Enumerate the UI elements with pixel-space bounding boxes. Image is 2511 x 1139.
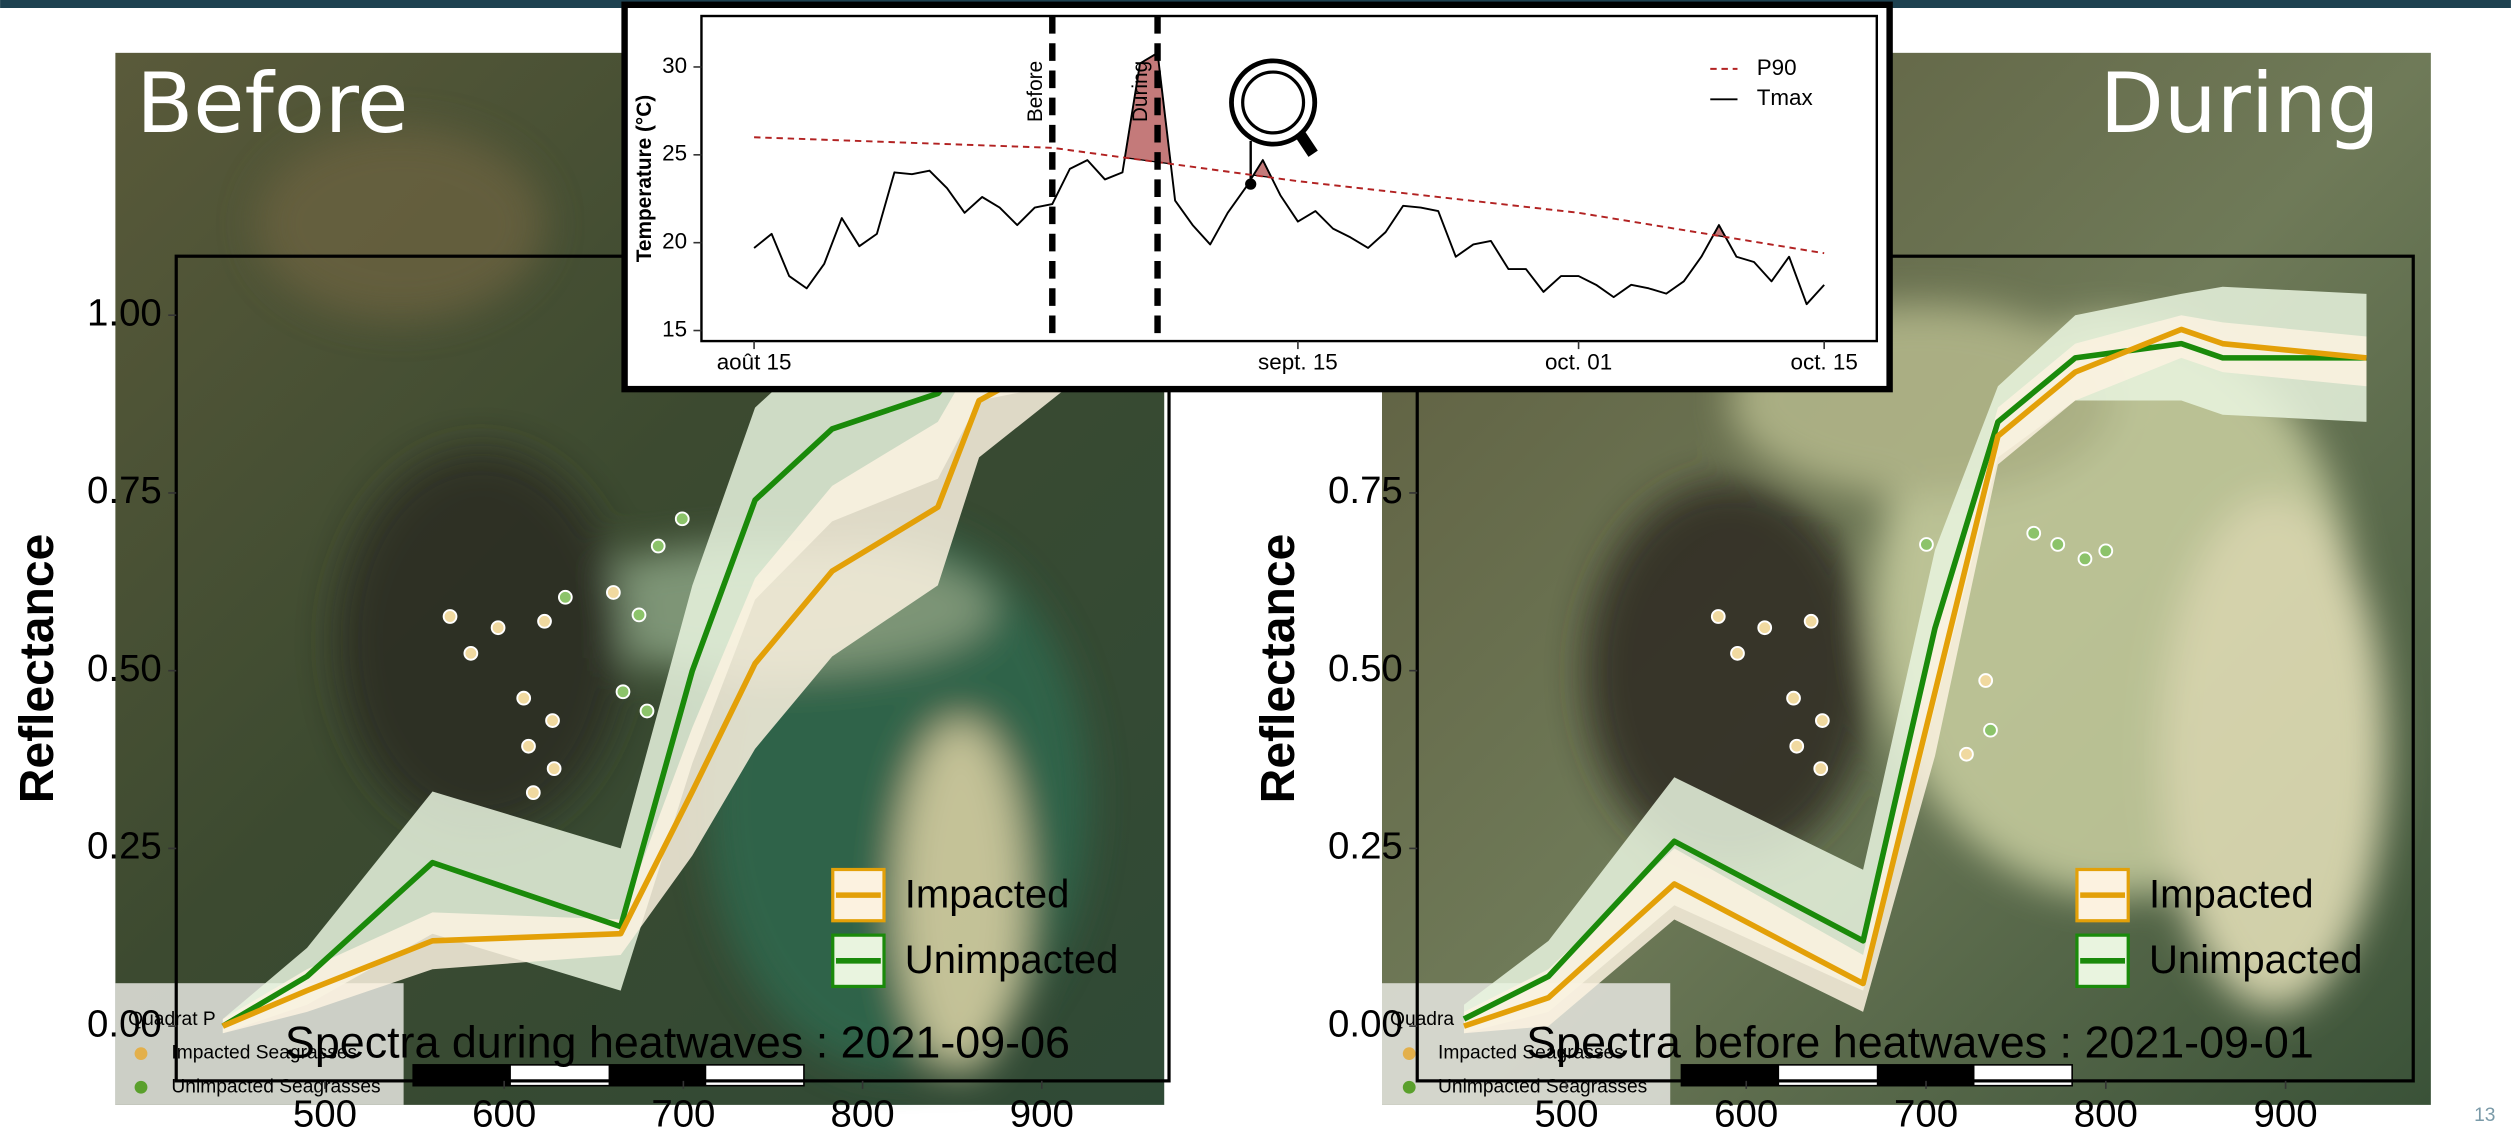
x-tick-label: sept. 15	[1258, 349, 1338, 374]
x-tick-label: 500	[1534, 1092, 1598, 1135]
x-tick-label: 800	[831, 1092, 895, 1135]
x-tick-label: 500	[293, 1092, 357, 1135]
y-tick-label: 30	[662, 53, 687, 78]
event-label: During	[1129, 61, 1152, 122]
x-tick-label: août 15	[717, 349, 792, 374]
legend-label: Impacted	[905, 872, 1070, 916]
y-tick-label: 25	[662, 141, 687, 166]
y-axis-label: Reflectance	[11, 534, 64, 804]
x-tick-label: oct. 15	[1791, 349, 1858, 374]
chart-title: Spectra during heatwaves : 2021-09-06	[285, 1016, 1070, 1067]
y-tick-label: 0.25	[1328, 825, 1403, 868]
slide-label: During	[2100, 55, 2380, 152]
x-tick-label: oct. 01	[1545, 349, 1612, 374]
y-tick-label: 0.00	[1328, 1002, 1403, 1045]
x-tick-label: 600	[1714, 1092, 1778, 1135]
x-tick-label: 900	[2254, 1092, 2318, 1135]
legend-label: Unimpacted	[2149, 938, 2363, 982]
slide-label: Before	[136, 55, 408, 152]
y-tick-label: 0.75	[1328, 469, 1403, 512]
y-axis-label: Temperature (°C)	[633, 95, 656, 262]
legend-label: P90	[1757, 55, 1797, 80]
legend-label: Tmax	[1757, 85, 1813, 110]
slide: Quadrat P Impacted Seagrasses Unimpacted…	[0, 0, 2511, 1139]
x-tick-label: 700	[1894, 1092, 1958, 1135]
y-axis-label: Reflectance	[1252, 534, 1305, 804]
y-tick-label: 20	[662, 229, 687, 254]
y-tick-label: 0.50	[87, 647, 162, 690]
legend-label: Impacted	[2149, 872, 2314, 916]
x-tick-label: 900	[1010, 1092, 1074, 1135]
x-tick-label: 700	[651, 1092, 715, 1135]
y-tick-label: 0.25	[87, 825, 162, 868]
x-tick-label: 600	[472, 1092, 536, 1135]
chart-title: Spectra before heatwaves : 2021-09-01	[1526, 1016, 2314, 1067]
x-tick-label: 800	[2074, 1092, 2138, 1135]
page: {"slide":{"labels":["Before","During"],"…	[0, 0, 2511, 1139]
page-number: 13	[2474, 1105, 2495, 1126]
y-tick-label: 0.50	[1328, 647, 1403, 690]
y-tick-label: 15	[662, 316, 687, 341]
y-tick-label: 0.75	[87, 469, 162, 512]
legend-label: Unimpacted	[905, 938, 1119, 982]
inset	[625, 5, 1890, 389]
y-tick-label: 0.00	[87, 1002, 162, 1045]
y-tick-label: 1.00	[87, 291, 162, 334]
event-label: Before	[1024, 61, 1047, 122]
